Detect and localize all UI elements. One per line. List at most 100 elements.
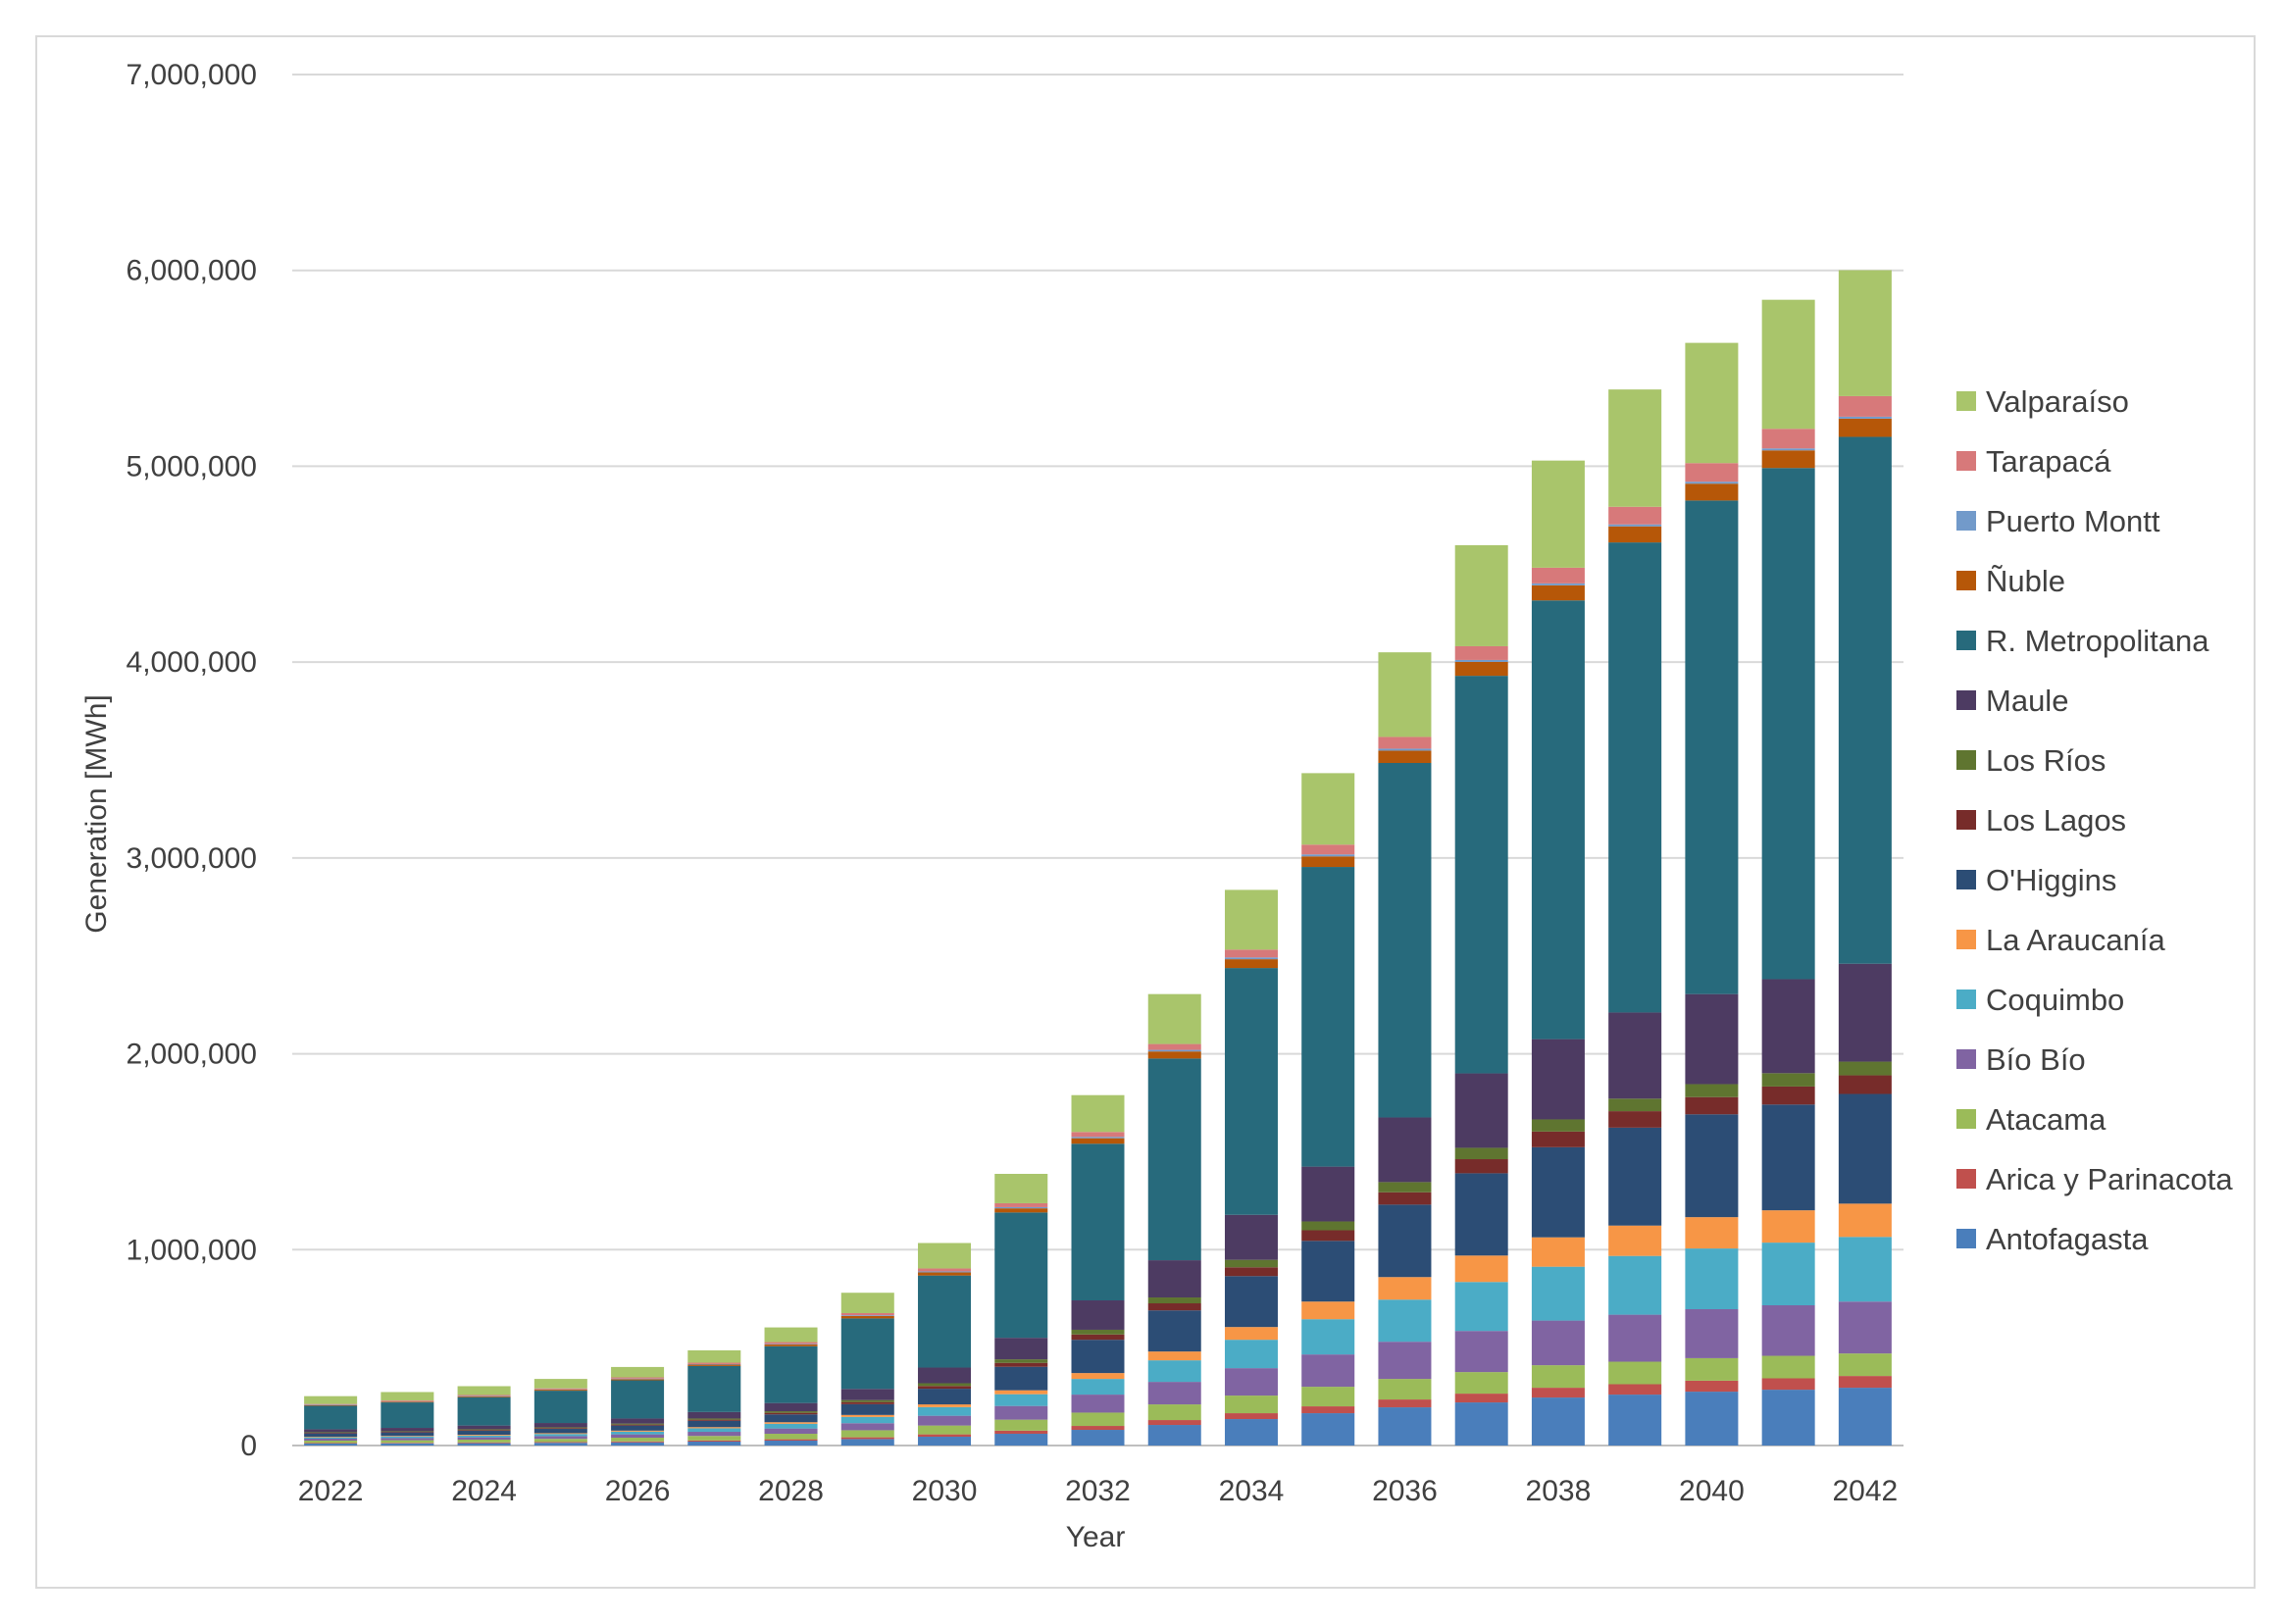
bar-segment: [1147, 1303, 1201, 1311]
bar-segment: [994, 1173, 1048, 1203]
bar-segment: [1454, 1394, 1508, 1403]
bar-segment: [687, 1442, 741, 1446]
legend-swatch: [1956, 750, 1976, 770]
bar-segment: [1838, 963, 1892, 1062]
bar-segment: [304, 1441, 358, 1444]
bar-segment: [1378, 1192, 1432, 1205]
bar-segment: [533, 1439, 587, 1443]
bar-segment: [1224, 1419, 1278, 1446]
bar-segment: [1071, 1379, 1125, 1396]
bar-segment: [381, 1438, 434, 1441]
bar-segment: [1685, 1380, 1739, 1393]
x-tick-label: 2032: [1065, 1475, 1131, 1507]
bar-segment: [1147, 1382, 1201, 1405]
bar-segment: [1531, 460, 1585, 568]
bar-segment: [764, 1344, 818, 1346]
bar-segment: [1838, 1237, 1892, 1302]
bar-segment: [611, 1442, 665, 1446]
bar-segment: [533, 1429, 587, 1434]
bar-segment: [304, 1405, 358, 1430]
bar-segment: [994, 1434, 1048, 1446]
legend-swatch: [1956, 1169, 1976, 1189]
legend-item: Valparaíso: [1956, 384, 2129, 419]
bar-segment: [1147, 993, 1201, 1044]
legend-swatch: [1956, 870, 1976, 889]
bar-segment: [381, 1402, 434, 1429]
bar-segment: [687, 1420, 741, 1428]
legend-item: Antofagasta: [1956, 1222, 2149, 1256]
bar-segment: [918, 1389, 972, 1405]
bar-segment: [1608, 1255, 1662, 1315]
bar-segment: [611, 1380, 665, 1419]
bar-segment: [1838, 1388, 1892, 1446]
bar-segment: [1454, 1331, 1508, 1373]
bar-segment: [1454, 1073, 1508, 1148]
bar-segment: [918, 1272, 972, 1276]
bar-segment: [764, 1412, 818, 1415]
bar-segment: [918, 1386, 972, 1390]
bar-segment: [1071, 1143, 1125, 1301]
bar-segment: [1531, 1119, 1585, 1132]
legend-label: Atacama: [1986, 1102, 2106, 1137]
bar-segment: [1224, 1259, 1278, 1268]
y-tick-label: 4,000,000: [127, 646, 257, 679]
bar-segment: [1071, 1094, 1125, 1133]
bar-segment: [1608, 506, 1662, 525]
bar-segment: [304, 1444, 358, 1446]
bar-segment: [1761, 448, 1815, 451]
bar-segment: [1147, 1351, 1201, 1361]
x-tick-label: 2022: [298, 1475, 364, 1507]
bar-segment: [1147, 1051, 1201, 1059]
bar-segment: [611, 1418, 665, 1424]
bar-segment: [533, 1390, 587, 1392]
bar-segment: [1378, 1379, 1432, 1400]
bar-segment: [840, 1416, 894, 1424]
bar-segment: [840, 1315, 894, 1316]
bar-segment: [1454, 544, 1508, 646]
bar-segment: [687, 1427, 741, 1429]
bar-segment: [1378, 1204, 1432, 1278]
x-tick-label: 2038: [1526, 1475, 1592, 1507]
bar-segment: [840, 1430, 894, 1438]
legend-swatch: [1956, 690, 1976, 710]
bar-segment: [1224, 1368, 1278, 1396]
bar-segment: [840, 1312, 894, 1316]
x-tick-label: 2042: [1833, 1475, 1899, 1507]
legend-item: R. Metropolitana: [1956, 624, 2209, 658]
bar-segment: [764, 1434, 818, 1440]
bar-segment: [1454, 1173, 1508, 1256]
bar-segment: [1224, 1396, 1278, 1414]
bar-segment: [1301, 1413, 1355, 1446]
bar-segment: [1531, 1237, 1585, 1267]
bar-segment: [1838, 418, 1892, 437]
bar-segment: [1454, 1372, 1508, 1395]
bar-segment: [1761, 1210, 1815, 1243]
bar-segment: [1224, 1327, 1278, 1341]
bar-segment: [687, 1411, 741, 1419]
legend-swatch: [1956, 990, 1976, 1009]
bar-segment: [1071, 1132, 1125, 1138]
bar-segment: [1301, 867, 1355, 1167]
legend-item: Tarapacá: [1956, 444, 2111, 479]
bar-segment: [1608, 1361, 1662, 1385]
bar-segment: [457, 1429, 511, 1431]
bar-segment: [1378, 748, 1432, 751]
bar-segment: [687, 1428, 741, 1433]
legend-label: Tarapacá: [1986, 444, 2111, 479]
bar-segment: [1071, 1300, 1125, 1330]
bar-segment: [764, 1342, 818, 1345]
bar-segment: [918, 1434, 972, 1438]
bar-segment: [687, 1363, 741, 1365]
bar-segment: [840, 1293, 894, 1313]
bar-segment: [381, 1400, 434, 1401]
bar-segment: [994, 1390, 1048, 1395]
bar-segment: [1685, 500, 1739, 994]
y-tick-label: 0: [240, 1430, 257, 1462]
legend-swatch: [1956, 631, 1976, 650]
bar-segment: [1071, 1426, 1125, 1431]
bar-segment: [687, 1419, 741, 1421]
bar-segment: [533, 1379, 587, 1389]
bar-segment: [1071, 1430, 1125, 1446]
bar-segment: [611, 1425, 665, 1431]
bar-segment: [1838, 436, 1892, 964]
